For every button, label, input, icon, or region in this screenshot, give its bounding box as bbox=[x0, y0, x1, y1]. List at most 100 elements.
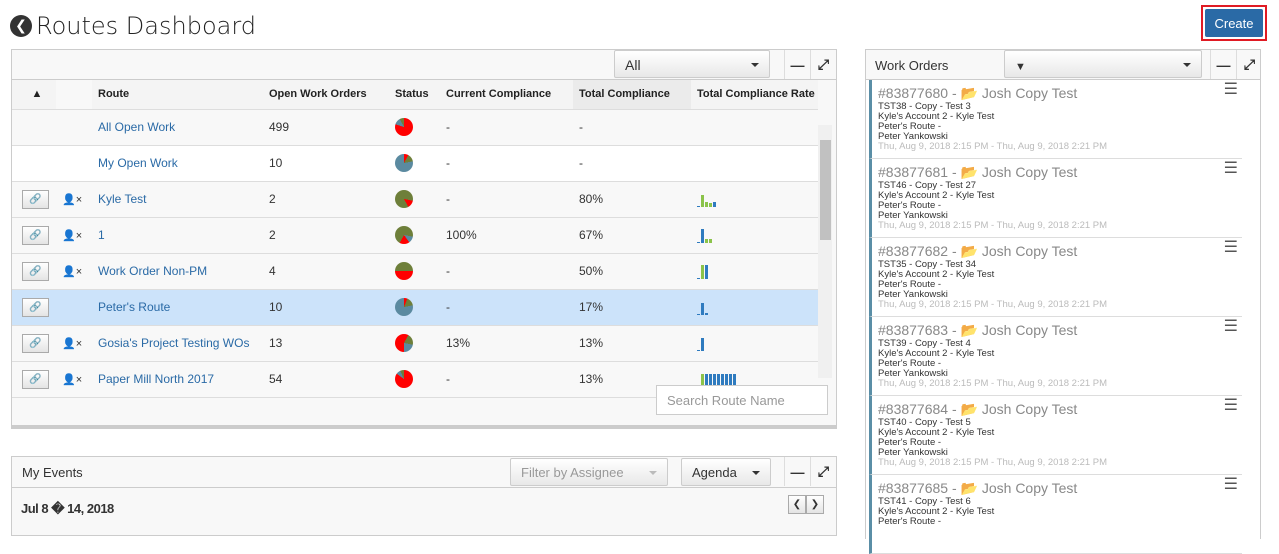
blank-header bbox=[56, 80, 92, 110]
link-cell bbox=[12, 145, 56, 182]
work-order-datetime: Thu, Aug 9, 2018 2:15 PM - Thu, Aug 9, 2… bbox=[878, 457, 1108, 468]
col-open-work-orders[interactable]: Open Work Orders bbox=[263, 80, 389, 110]
table-row[interactable]: 🔗 👤× Kyle Test 2 - 80% bbox=[12, 181, 818, 218]
table-row[interactable]: 🔗 👤× Paper Mill North 2017 54 - 13% bbox=[12, 361, 818, 398]
spark-bar bbox=[705, 239, 708, 243]
table-row[interactable]: 🔗 👤× 1 2 100% 67% bbox=[12, 217, 818, 254]
minimize-icon[interactable]: — bbox=[1210, 50, 1236, 79]
col-route[interactable]: Route bbox=[92, 80, 263, 110]
assignee-filter[interactable]: Filter by Assignee bbox=[510, 458, 668, 486]
work-order-name[interactable]: Josh Copy Test bbox=[981, 322, 1078, 338]
table-row[interactable]: 🔗 👤× Work Order Non-PM 4 - 50% bbox=[12, 253, 818, 290]
route-link[interactable]: All Open Work bbox=[98, 120, 176, 134]
page-title: Routes Dashboard bbox=[36, 12, 257, 40]
open-work-orders: 2 bbox=[263, 217, 389, 254]
back-icon[interactable]: ❮ bbox=[10, 15, 32, 37]
prev-week-button[interactable]: ❮ bbox=[788, 495, 806, 514]
route-link[interactable]: Kyle Test bbox=[98, 192, 147, 206]
work-order-card[interactable]: #83877685 - 📂 Josh Copy Test TST41 - Cop… bbox=[869, 475, 1242, 554]
hamburger-menu-icon[interactable]: ☰ bbox=[1223, 476, 1238, 493]
hamburger-menu-icon[interactable]: ☰ bbox=[1223, 239, 1238, 256]
user-remove-icon[interactable]: 👤× bbox=[62, 338, 83, 350]
view-select[interactable]: Agenda bbox=[681, 458, 771, 486]
work-order-id[interactable]: #83877682 - bbox=[878, 243, 961, 259]
link-icon[interactable]: 🔗 bbox=[22, 261, 49, 281]
work-order-card[interactable]: #83877684 - 📂 Josh Copy Test TST40 - Cop… bbox=[869, 396, 1242, 475]
col-total-compliance-rate[interactable]: Total Compliance Rate bbox=[691, 80, 818, 110]
user-remove-icon[interactable]: 👤× bbox=[62, 266, 83, 278]
work-order-card[interactable]: #83877683 - 📂 Josh Copy Test TST39 - Cop… bbox=[869, 317, 1242, 396]
routes-table: ▲ Route Open Work Orders Status Current … bbox=[12, 80, 818, 398]
work-order-id[interactable]: #83877681 - bbox=[878, 164, 961, 180]
work-order-datetime: Thu, Aug 9, 2018 2:15 PM - Thu, Aug 9, 2… bbox=[878, 299, 1108, 310]
expand-icon[interactable]: ⤢ bbox=[810, 50, 836, 79]
work-order-name[interactable]: Josh Copy Test bbox=[981, 401, 1078, 417]
hamburger-menu-icon[interactable]: ☰ bbox=[1223, 81, 1238, 98]
link-icon[interactable]: 🔗 bbox=[22, 225, 49, 245]
user-remove-icon[interactable]: 👤× bbox=[62, 374, 83, 386]
hamburger-menu-icon[interactable]: ☰ bbox=[1223, 160, 1238, 177]
col-status[interactable]: Status bbox=[389, 80, 440, 110]
route-link[interactable]: 1 bbox=[98, 228, 105, 242]
work-order-id[interactable]: #83877684 - bbox=[878, 401, 961, 417]
work-order-name[interactable]: Josh Copy Test bbox=[981, 480, 1078, 496]
col-total-compliance[interactable]: Total Compliance bbox=[573, 80, 691, 110]
work-order-route: Peter's Route - bbox=[878, 437, 942, 448]
work-order-card[interactable]: #83877682 - 📂 Josh Copy Test TST35 - Cop… bbox=[869, 238, 1242, 317]
search-route-input[interactable]: Search Route Name bbox=[656, 385, 828, 415]
work-order-card[interactable]: #83877680 - 📂 Josh Copy Test TST38 - Cop… bbox=[869, 80, 1242, 159]
compliance-sparkline bbox=[697, 191, 818, 207]
link-icon[interactable]: 🔗 bbox=[22, 369, 49, 389]
user-remove-icon[interactable]: 👤× bbox=[62, 194, 83, 206]
route-name-cell: All Open Work bbox=[92, 109, 263, 146]
work-order-id[interactable]: #83877680 - bbox=[878, 85, 961, 101]
work-order-task: TST35 - Copy - Test 34 bbox=[878, 259, 977, 270]
create-button[interactable]: Create bbox=[1201, 5, 1267, 41]
table-row[interactable]: My Open Work 10 - - bbox=[12, 145, 818, 182]
work-order-name[interactable]: Josh Copy Test bbox=[981, 85, 1078, 101]
route-link[interactable]: Work Order Non-PM bbox=[98, 264, 208, 278]
work-order-name[interactable]: Josh Copy Test bbox=[981, 164, 1078, 180]
spark-bar bbox=[701, 338, 704, 351]
total-compliance: 50% bbox=[573, 253, 691, 290]
col-current-compliance[interactable]: Current Compliance bbox=[440, 80, 573, 110]
view-value: Agenda bbox=[692, 465, 737, 480]
work-order-filter[interactable]: ▼ bbox=[1004, 50, 1202, 78]
work-order-task: TST39 - Copy - Test 4 bbox=[878, 338, 971, 349]
compliance-sparkline bbox=[697, 119, 818, 135]
create-button-label[interactable]: Create bbox=[1205, 9, 1263, 37]
total-compliance: 13% bbox=[573, 325, 691, 362]
sort-asc-icon[interactable]: ▲ bbox=[12, 80, 56, 110]
hamburger-menu-icon[interactable]: ☰ bbox=[1223, 397, 1238, 414]
minimize-icon[interactable]: — bbox=[784, 50, 810, 79]
expand-icon[interactable]: ⤢ bbox=[810, 457, 836, 486]
hamburger-menu-icon[interactable]: ☰ bbox=[1223, 318, 1238, 335]
work-order-id[interactable]: #83877683 - bbox=[878, 322, 961, 338]
minimize-icon[interactable]: — bbox=[784, 457, 810, 486]
route-filter-select[interactable]: All bbox=[614, 50, 770, 78]
route-link[interactable]: Peter's Route bbox=[98, 300, 171, 314]
expand-icon[interactable]: ⤢ bbox=[1236, 50, 1262, 79]
table-row[interactable]: All Open Work 499 - - bbox=[12, 109, 818, 146]
events-title: My Events bbox=[22, 465, 83, 480]
spark-bar bbox=[705, 202, 708, 207]
work-order-name[interactable]: Josh Copy Test bbox=[981, 243, 1078, 259]
next-week-button[interactable]: ❯ bbox=[806, 495, 824, 514]
work-order-card[interactable]: #83877681 - 📂 Josh Copy Test TST46 - Cop… bbox=[869, 159, 1242, 238]
link-icon[interactable]: 🔗 bbox=[22, 189, 49, 209]
user-remove-icon[interactable]: 👤× bbox=[62, 230, 83, 242]
open-work-orders: 54 bbox=[263, 361, 389, 398]
route-link[interactable]: Gosia's Project Testing WOs bbox=[98, 336, 250, 350]
route-link[interactable]: Paper Mill North 2017 bbox=[98, 372, 215, 386]
compliance-rate-cell bbox=[691, 217, 818, 254]
scrollbar-thumb[interactable] bbox=[820, 140, 831, 240]
table-scrollbar[interactable] bbox=[818, 125, 832, 378]
status-cell bbox=[389, 325, 440, 362]
table-row[interactable]: 🔗 👤× Gosia's Project Testing WOs 13 13% … bbox=[12, 325, 818, 362]
route-link[interactable]: My Open Work bbox=[98, 156, 178, 170]
link-icon[interactable]: 🔗 bbox=[22, 297, 49, 317]
table-row[interactable]: 🔗 Peter's Route 10 - 17% bbox=[12, 289, 818, 326]
link-icon[interactable]: 🔗 bbox=[22, 333, 49, 353]
work-order-id[interactable]: #83877685 - bbox=[878, 480, 961, 496]
spark-bar bbox=[701, 374, 704, 387]
